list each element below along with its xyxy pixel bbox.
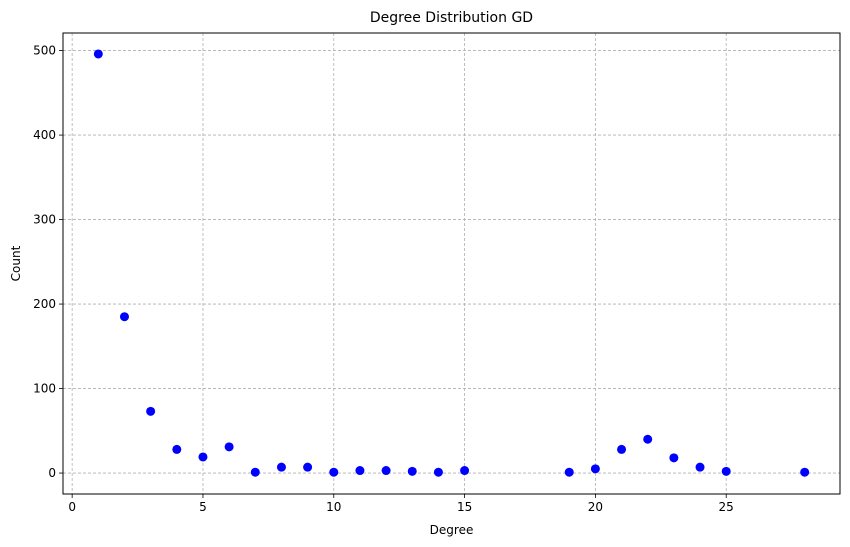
data-point	[119, 312, 129, 322]
data-point	[460, 466, 470, 476]
y-axis-ticks: 0 100 200 300 400 500	[33, 44, 63, 480]
data-point	[146, 406, 156, 416]
grid	[63, 33, 840, 494]
x-axis-label: Degree	[430, 523, 474, 537]
data-point	[93, 49, 103, 59]
data-point	[407, 466, 417, 476]
data-point	[433, 467, 443, 477]
y-tick-label: 500	[33, 44, 56, 58]
y-tick-label: 300	[33, 213, 56, 227]
y-tick-label: 100	[33, 382, 56, 396]
y-tick-label: 200	[33, 297, 56, 311]
x-tick-label: 25	[719, 500, 734, 514]
data-point	[381, 466, 391, 476]
data-point	[721, 466, 731, 476]
x-tick-label: 5	[199, 500, 207, 514]
data-point	[695, 462, 705, 472]
data-point	[172, 444, 182, 454]
data-point	[250, 467, 260, 477]
data-point	[617, 444, 627, 454]
data-point	[329, 467, 339, 477]
plot-frame	[62, 32, 841, 495]
data-point	[564, 467, 574, 477]
y-tick-label: 400	[33, 128, 56, 142]
data-point	[198, 452, 208, 462]
data-point	[590, 464, 600, 474]
y-axis-label: Count	[9, 245, 23, 281]
data-point	[800, 467, 810, 477]
y-tick-label: 0	[48, 466, 56, 480]
x-tick-label: 15	[457, 500, 472, 514]
data-point	[303, 462, 313, 472]
data-point	[643, 434, 653, 444]
chart-title: Degree Distribution GD	[370, 10, 533, 26]
data-point	[276, 462, 286, 472]
data-point	[224, 442, 234, 452]
data-point	[669, 453, 679, 463]
data-point	[355, 466, 365, 476]
x-tick-label: 20	[588, 500, 603, 514]
x-axis-ticks: 0 5 10 15 20 25	[68, 494, 734, 514]
x-tick-label: 0	[68, 500, 76, 514]
x-tick-label: 10	[326, 500, 341, 514]
data-points	[93, 49, 810, 477]
